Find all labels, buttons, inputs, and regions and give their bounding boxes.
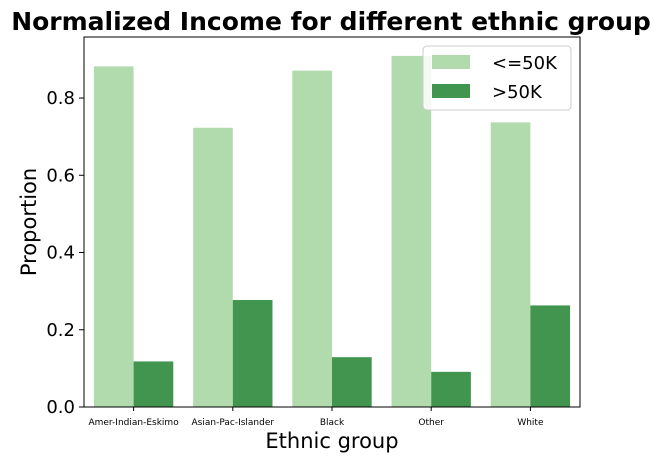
bar-le50k-0 <box>93 66 134 407</box>
x-tick-label: White <box>517 418 544 428</box>
legend-label-le50k: <=50K <box>492 53 558 74</box>
legend-label-gt50k: >50K <box>492 82 543 103</box>
y-tick-label: 0.6 <box>46 165 75 186</box>
chart-title: Normalized Income for different ethnic g… <box>11 7 651 36</box>
bar-gt50k-1 <box>232 300 273 407</box>
x-tick-label: Asian-Pac-Islander <box>192 418 275 428</box>
x-axis-label: Ethnic group <box>265 429 398 453</box>
x-tick-label: Black <box>320 418 345 428</box>
bar-gt50k-4 <box>530 305 571 407</box>
y-axis-ticks: 0.0 0.2 0.4 0.6 0.8 <box>46 88 84 418</box>
y-tick-label: 0.4 <box>46 243 75 264</box>
legend-swatch-gt50k <box>432 84 470 98</box>
bar-gt50k-2 <box>332 357 372 407</box>
bar-le50k-3 <box>391 55 432 408</box>
y-tick-label: 0.2 <box>46 320 75 341</box>
legend-swatch-le50k <box>432 55 470 69</box>
y-axis-label: Proportion <box>17 168 41 276</box>
y-tick-label: 0.0 <box>46 397 75 418</box>
bar-le50k-4 <box>490 122 531 407</box>
x-axis-ticks: Amer-Indian-Eskimo Asian-Pac-Islander Blac… <box>88 407 544 428</box>
bar-le50k-2 <box>292 70 332 407</box>
bar-le50k-1 <box>193 127 233 407</box>
x-tick-label: Amer-Indian-Eskimo <box>88 418 179 428</box>
bar-gt50k-3 <box>431 371 471 407</box>
legend: <=50K >50K <box>422 45 572 111</box>
x-tick-label: Other <box>418 418 444 428</box>
bars <box>93 55 571 408</box>
bar-gt50k-0 <box>133 361 174 407</box>
y-tick-label: 0.8 <box>46 88 75 109</box>
